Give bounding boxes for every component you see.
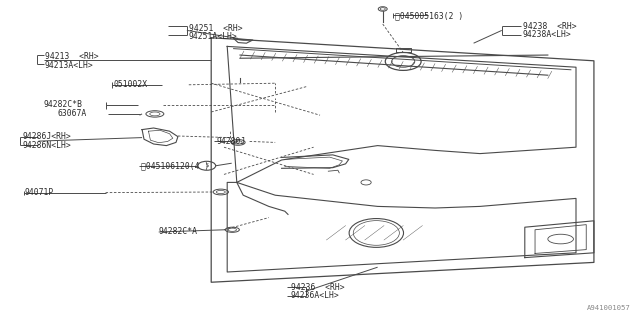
Text: 94213  <RH>: 94213 <RH> [45,52,99,61]
Text: 94280J: 94280J [216,137,246,146]
Text: A941001057: A941001057 [587,305,630,311]
Text: 63067A: 63067A [58,109,87,118]
Text: 94238A<LH>: 94238A<LH> [523,30,572,39]
Text: 94213A<LH>: 94213A<LH> [45,61,93,70]
Circle shape [378,7,387,11]
Text: 94251  <RH>: 94251 <RH> [189,24,243,33]
Text: 94282C*A: 94282C*A [159,228,198,236]
Text: 94071P: 94071P [24,188,54,197]
Text: 94236A<LH>: 94236A<LH> [291,291,339,300]
Text: Ⓢ045106120(4 ): Ⓢ045106120(4 ) [141,161,209,170]
Text: 051002X: 051002X [114,80,148,89]
Text: 94236  <RH>: 94236 <RH> [291,283,344,292]
Text: 94251A<LH>: 94251A<LH> [189,32,237,41]
Text: 94238  <RH>: 94238 <RH> [523,22,577,31]
Text: 94286N<LH>: 94286N<LH> [22,141,71,150]
Text: 94286J<RH>: 94286J<RH> [22,132,71,141]
Text: Ⓢ045005163(2 ): Ⓢ045005163(2 ) [395,11,463,20]
Text: S: S [205,163,208,168]
Text: 94282C*B: 94282C*B [44,100,83,109]
